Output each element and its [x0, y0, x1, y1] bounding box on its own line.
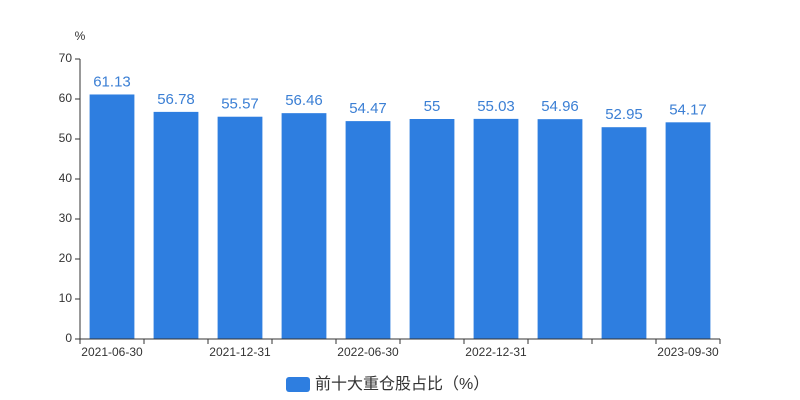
bar	[217, 116, 263, 339]
y-tick-label: 30	[59, 211, 73, 225]
x-tick-label: 2021-06-30	[81, 345, 143, 359]
value-label: 54.47	[349, 100, 387, 117]
y-tick-label: 60	[59, 91, 73, 105]
legend-label: 前十大重仓股占比（%）	[315, 375, 489, 393]
bar	[153, 111, 199, 339]
value-label: 61.13	[93, 73, 131, 90]
y-tick-label: 0	[65, 331, 72, 345]
bar	[345, 121, 391, 340]
bar	[89, 94, 135, 339]
y-axis-label: %	[75, 29, 86, 43]
y-tick-label: 70	[59, 51, 73, 65]
bar	[665, 122, 711, 339]
bar	[537, 119, 583, 339]
value-label: 55.57	[221, 96, 259, 113]
value-label: 55	[424, 98, 441, 115]
bar	[281, 113, 327, 339]
y-tick-label: 50	[59, 131, 73, 145]
value-label: 56.46	[285, 92, 323, 109]
legend-swatch	[286, 377, 310, 392]
bar	[601, 127, 647, 339]
value-label: 52.95	[605, 106, 643, 123]
y-tick-label: 10	[59, 291, 73, 305]
y-tick-label: 40	[59, 171, 73, 185]
value-label: 56.78	[157, 91, 195, 108]
value-label: 54.17	[669, 101, 707, 118]
y-tick-label: 20	[59, 251, 73, 265]
x-tick-label: 2023-09-30	[657, 345, 719, 359]
x-tick-label: 2022-12-31	[465, 345, 527, 359]
x-tick-label: 2021-12-31	[209, 345, 271, 359]
x-tick-label: 2022-06-30	[337, 345, 399, 359]
bar	[409, 119, 455, 339]
value-label: 54.96	[541, 98, 579, 115]
bar	[473, 118, 519, 339]
value-label: 55.03	[477, 98, 515, 115]
